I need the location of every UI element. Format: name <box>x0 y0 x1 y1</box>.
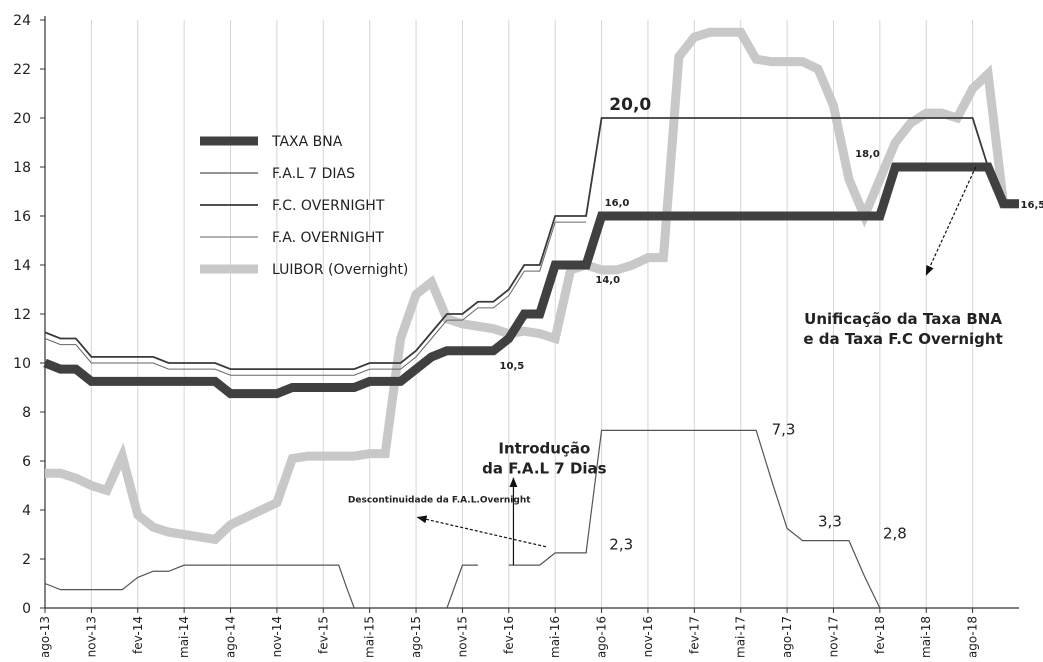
x-tick-label: ago-13 <box>38 616 52 657</box>
x-tick-label: mai-14 <box>177 616 191 657</box>
data-label: 14,0 <box>595 275 620 286</box>
data-labels: 20,0 16,0 14,0 10,5 18,0 16,5 7,3 3,3 2,8 2,3 <box>500 95 1043 554</box>
series-group <box>43 27 1019 609</box>
data-label: 10,5 <box>500 361 525 372</box>
x-tick-label: fev-14 <box>131 616 145 654</box>
x-tick-label: fev-16 <box>502 616 516 654</box>
legend-label: F.A.L 7 DIAS <box>272 166 355 182</box>
data-label: 3,3 <box>818 512 842 530</box>
legend-label: LUIBOR (Overnight) <box>272 262 408 278</box>
legend-label: TAXA BNA <box>271 134 343 150</box>
annotation-text: e da Taxa F.C Overnight <box>803 330 1002 348</box>
x-tick-label: mai-17 <box>734 616 748 657</box>
series-line-f-c-overnight <box>44 117 989 371</box>
annotation-text: Unificação da Taxa BNA <box>804 310 1002 328</box>
x-tick-label: fev-15 <box>316 616 330 654</box>
data-label: 20,0 <box>609 95 651 115</box>
series-line-f-a-l-7-dias <box>446 564 478 609</box>
y-tick-label: 2 <box>22 552 31 568</box>
annotation-text: da F.A.L 7 Dias <box>482 460 607 478</box>
annotations: Unificação da Taxa BNA e da Taxa F.C Over… <box>348 166 1003 566</box>
grid <box>44 20 974 608</box>
y-tick-label: 14 <box>13 258 31 274</box>
axes: ago-13 nov-13 fev-14 mai-14 ago-14 nov-14 fev-… <box>13 13 1019 658</box>
legend-label: F.A. OVERNIGHT <box>272 230 384 246</box>
data-label: 16,5 <box>1021 200 1043 211</box>
legend-label: F.C. OVERNIGHT <box>272 198 385 214</box>
y-tick-label: 22 <box>13 62 31 78</box>
data-label: 18,0 <box>855 149 880 160</box>
x-tick-label: nov-14 <box>270 616 284 657</box>
legend: TAXA BNA F.A.L 7 DIAS F.C. OVERNIGHT F.A. O… <box>200 134 408 278</box>
x-tick-label: ago-14 <box>224 616 238 657</box>
x-tick-label: ago-18 <box>966 616 980 657</box>
x-tick-label: mai-16 <box>548 616 562 657</box>
x-tick-label: nov-13 <box>84 616 98 657</box>
x-tick-label: ago-17 <box>780 616 794 657</box>
y-tick-label: 6 <box>22 454 31 470</box>
x-tick-label: mai-15 <box>363 616 377 657</box>
y-tick-label: 20 <box>13 111 31 127</box>
annotation-arrow <box>416 515 547 548</box>
y-tick-label: 18 <box>13 160 31 176</box>
series-line-luibor-overnight <box>45 27 1019 545</box>
y-tick-label: 4 <box>22 503 31 519</box>
data-label: 16,0 <box>605 198 630 209</box>
y-tick-label: 12 <box>13 307 31 323</box>
series-line-f-a-l-7-dias <box>44 564 355 609</box>
data-label: 7,3 <box>772 420 796 438</box>
x-tick-label: ago-15 <box>409 616 423 657</box>
y-tick-label: 24 <box>13 13 31 29</box>
y-tick-label: 0 <box>22 601 31 617</box>
x-tick-label: fev-18 <box>873 616 887 654</box>
annotation-text: Descontinuidade da F.A.L.Overnight <box>348 496 531 506</box>
x-tick-label: nov-15 <box>455 616 469 657</box>
x-tick-label: fev-17 <box>687 616 701 654</box>
series-line-taxa-bna <box>43 162 1019 399</box>
annotation-arrow <box>925 166 977 276</box>
y-tick-label: 8 <box>22 405 31 421</box>
y-tick-label: 16 <box>13 209 31 225</box>
x-tick-label: ago-16 <box>595 616 609 657</box>
data-label: 2,3 <box>609 536 633 554</box>
series-line-f-a-overnight <box>44 221 587 376</box>
data-label: 2,8 <box>883 525 907 543</box>
x-tick-label: nov-16 <box>641 616 655 657</box>
x-tick-label: nov-17 <box>826 616 840 657</box>
series-line-f-a-l-7-dias <box>508 429 881 609</box>
annotation-text: Introdução <box>498 440 590 458</box>
y-tick-label: 10 <box>13 356 31 372</box>
x-tick-label: mai-18 <box>919 616 933 657</box>
